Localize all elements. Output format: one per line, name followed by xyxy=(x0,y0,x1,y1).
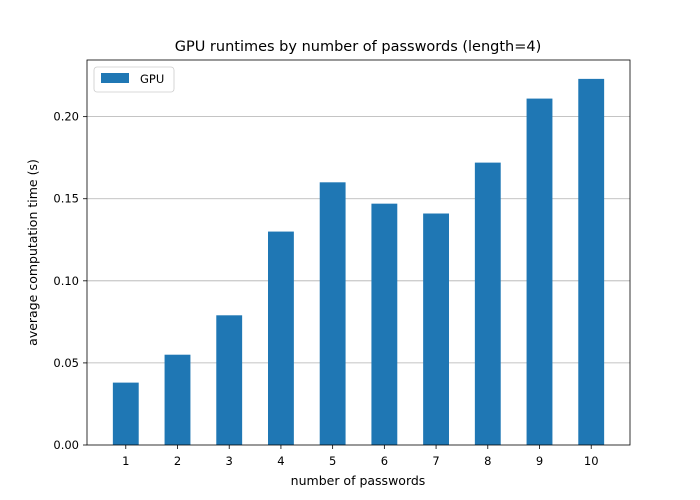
bar-6 xyxy=(371,203,398,445)
y-tick-label-1: 0.05 xyxy=(53,356,79,370)
y-tick-label-3: 0.15 xyxy=(53,192,79,206)
bars xyxy=(112,78,605,446)
bar-4 xyxy=(268,231,294,445)
y-tick-label-0: 0.00 xyxy=(53,438,79,452)
x-tick-label-4: 4 xyxy=(277,454,284,468)
plot-frame xyxy=(86,59,631,446)
x-tick-label-10: 10 xyxy=(584,454,599,468)
bar-3 xyxy=(216,315,243,445)
x-tick-label-6: 6 xyxy=(381,454,388,468)
bar-9 xyxy=(526,98,553,445)
legend: GPU xyxy=(93,66,175,93)
x-tick-label-7: 7 xyxy=(432,454,439,468)
chart-title: GPU runtimes by number of passwords (len… xyxy=(175,39,542,55)
bar-2 xyxy=(164,354,191,445)
x-axis-label: number of passwords xyxy=(291,473,426,488)
bar-1 xyxy=(112,382,139,445)
y-tick-label-4: 0.20 xyxy=(53,110,79,124)
x-tick-label-1: 1 xyxy=(122,454,129,468)
x-tick-label-5: 5 xyxy=(329,454,336,468)
x-tick-label-8: 8 xyxy=(484,454,491,468)
y-axis-ticks: 0.00 0.05 0.10 0.15 0.20 xyxy=(53,110,87,452)
y-tick-label-2: 0.10 xyxy=(53,274,79,288)
bar-8 xyxy=(474,162,501,445)
x-tick-label-2: 2 xyxy=(174,454,181,468)
bar-5 xyxy=(319,182,346,446)
y-axis-label: average computation time (s) xyxy=(25,159,40,346)
x-tick-label-3: 3 xyxy=(226,454,233,468)
x-tick-label-9: 9 xyxy=(536,454,543,468)
bar-7 xyxy=(423,213,449,445)
bar-10 xyxy=(578,78,605,445)
x-axis-ticks: 1 2 3 4 5 6 7 8 9 10 xyxy=(122,445,599,468)
legend-swatch-gpu xyxy=(101,73,129,83)
legend-label-gpu: GPU xyxy=(140,72,164,86)
